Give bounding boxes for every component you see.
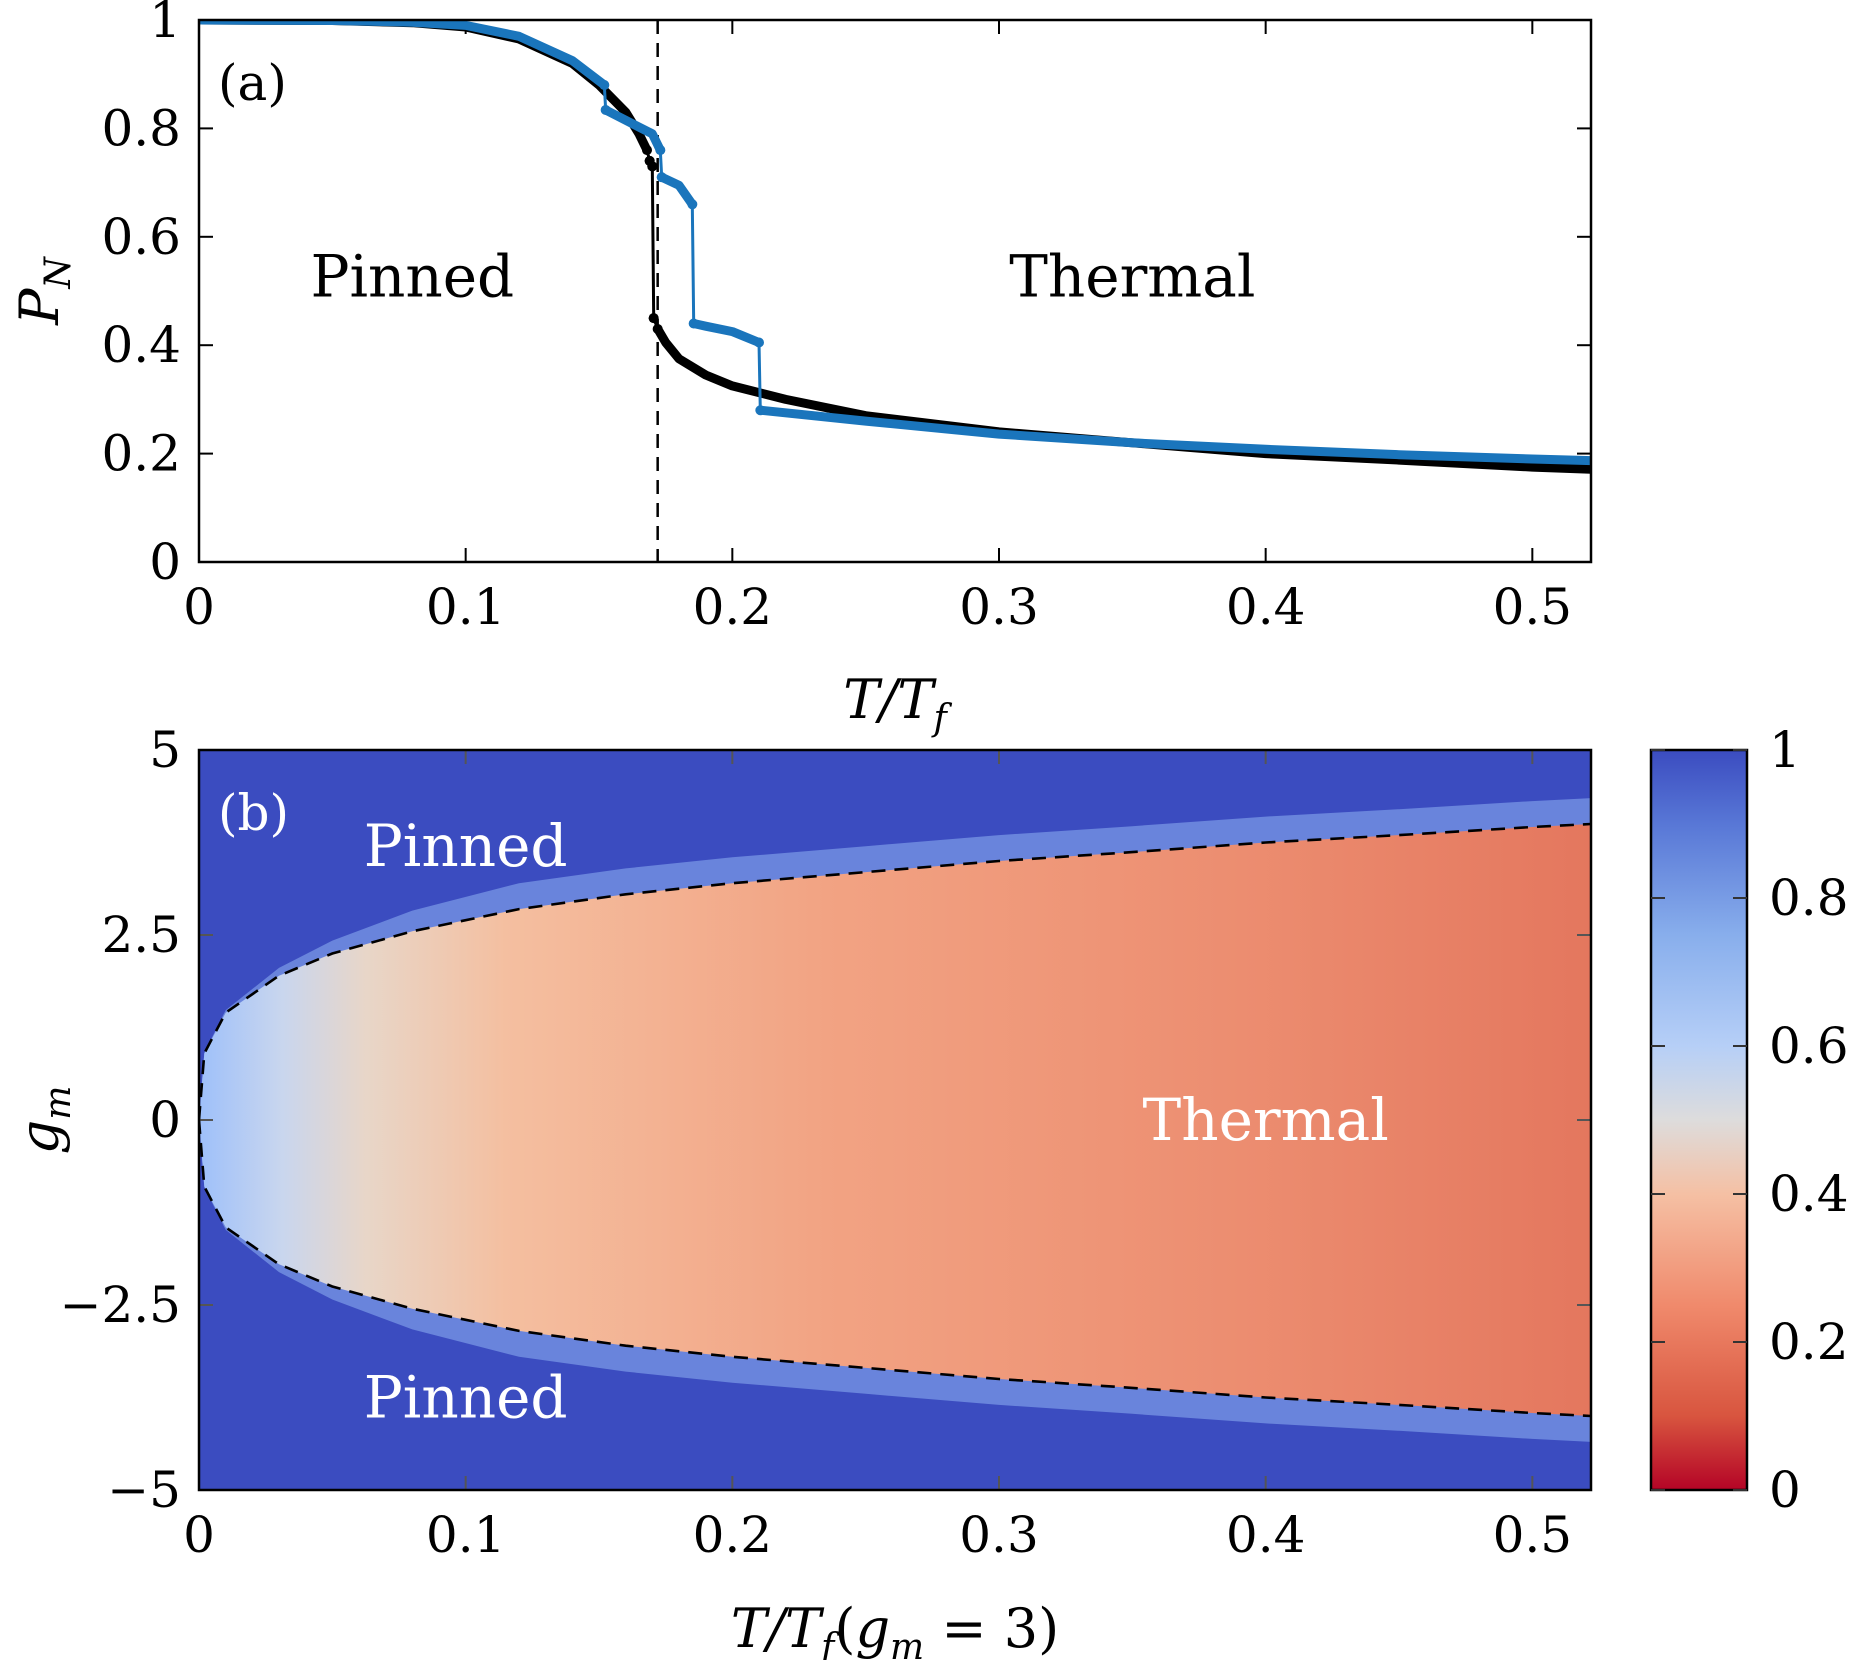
panel-a-frame	[197, 18, 1593, 564]
panel-b-x-tick-label: 0.4	[1226, 1506, 1306, 1564]
panel-a-line-chart: (a) Pinned Thermal 0 0.1 0.2 0.3 0.4 0.500.20…	[8, 0, 1593, 739]
panel-b-tick-labels: 0 0.1 0.2 0.3 0.4 0.5 −5 −2.5 0 2.5 5	[60, 721, 1573, 1564]
panel-a-series-1-markers	[689, 319, 764, 347]
panel-a-x-tick-label: 0.1	[426, 578, 506, 636]
panel-a-series-0-markers	[653, 324, 1591, 474]
panel-a-series-1-markers	[755, 405, 1591, 466]
panel-a-pinned-label: Pinned	[310, 242, 514, 310]
panel-a-y-tick-label: 1	[149, 0, 181, 49]
colorbar-tick-label: 0.6	[1769, 1017, 1849, 1075]
panel-a-y-tick-label: 0.8	[101, 99, 181, 157]
colorbar-tick-label: 0.2	[1769, 1313, 1849, 1371]
panel-a-x-tick-label: 0	[183, 578, 215, 636]
colorbar-tick-label: 1	[1769, 721, 1801, 779]
panel-a-series-1-point	[754, 337, 764, 348]
panel-a-series-1-point	[656, 172, 667, 183]
panel-a-x-tick-label: 0.3	[959, 578, 1039, 636]
panel-a-tick-labels: 0 0.1 0.2 0.3 0.4 0.5 0 0.2 0.4 0.6 0.8 1	[101, 0, 1572, 636]
panel-a-y-axis-label: PN	[8, 256, 79, 326]
panel-a-series-0-point	[642, 145, 652, 156]
panel-a-x-axis-label: T/Tf	[843, 668, 952, 739]
panel-a-series-1-point	[655, 145, 666, 156]
panel-a-label: (a)	[218, 54, 287, 112]
panel-b-pinned-lower-label: Pinned	[364, 1364, 568, 1432]
panel-b-y-tick-label: −5	[107, 1461, 181, 1519]
panel-b-thermal-label: Thermal	[1143, 1086, 1389, 1154]
panel-b-y-tick-label: 0	[149, 1091, 181, 1149]
panel-a-series-0-point	[652, 323, 663, 334]
colorbar-tick-label: 0.4	[1769, 1165, 1849, 1223]
panel-a-series-1-point	[599, 80, 610, 91]
panel-a-x-tick-label: 0.4	[1226, 578, 1306, 636]
panel-b-x-tick-label: 0	[183, 1506, 215, 1564]
panel-b-x-tick-label: 0.2	[693, 1506, 773, 1564]
colorbar-tick-label: 0	[1769, 1461, 1801, 1519]
panel-b-x-axis-label: T/Tf(gm = 3)	[731, 1597, 1059, 1660]
panel-a-series	[199, 20, 1591, 474]
panel-a-series-1-markers	[657, 172, 697, 209]
panel-b-y-tick-label: −2.5	[60, 1276, 181, 1334]
colorbar-tick-label: 0.8	[1769, 869, 1849, 927]
panel-b-y-tick-label: 5	[149, 721, 181, 779]
heatmap-thermal-region	[199, 824, 1591, 1416]
panel-b-x-tick-label: 0.3	[959, 1506, 1039, 1564]
panel-b-y-tick-label: 2.5	[101, 906, 181, 964]
heatmap-lower-boundary-dashed	[199, 1119, 1591, 1418]
panel-b-frame	[197, 748, 1593, 1492]
panel-b-x-tick-label: 0.1	[426, 1506, 506, 1564]
panel-b-label: (b)	[218, 784, 289, 842]
panel-a-y-tick-label: 0	[149, 533, 181, 591]
panel-b-pinned-upper-label: Pinned	[364, 812, 568, 880]
panel-a-x-tick-label: 0.5	[1493, 578, 1573, 636]
heatmap-upper-boundary-dashed	[199, 822, 1591, 1121]
panel-a-y-tick-label: 0.6	[101, 208, 181, 266]
panel-a-series-1-point	[687, 199, 698, 210]
panel-b-heatmap: (b) Pinned Thermal Pinned 0 0.1 0.2 0.3 0.4 0…	[8, 721, 1849, 1660]
panel-a-y-tick-label: 0.2	[101, 425, 181, 483]
panel-a-series-1-point	[688, 318, 699, 329]
panel-b-y-axis-label: gm	[8, 1086, 79, 1155]
panel-a-series-1-point	[600, 104, 611, 115]
colorbar-frame	[1649, 748, 1749, 1492]
panel-a-y-tick-label: 0.4	[101, 316, 181, 374]
panel-a-x-tick-label: 0.2	[693, 578, 773, 636]
panel-a-series-1-line	[199, 20, 1591, 463]
panel-a-series-1-point	[755, 405, 766, 416]
colorbar	[1651, 750, 1747, 1490]
panel-a-series-0-point	[647, 161, 658, 172]
panel-a-thermal-label: Thermal	[1009, 242, 1255, 310]
panel-a-series-0-point	[648, 313, 659, 324]
panel-a-series-1-markers	[601, 105, 665, 155]
panel-b-x-tick-label: 0.5	[1493, 1506, 1573, 1564]
colorbar-ticks: 0 0.2 0.4 0.6 0.8 1	[1651, 721, 1849, 1519]
